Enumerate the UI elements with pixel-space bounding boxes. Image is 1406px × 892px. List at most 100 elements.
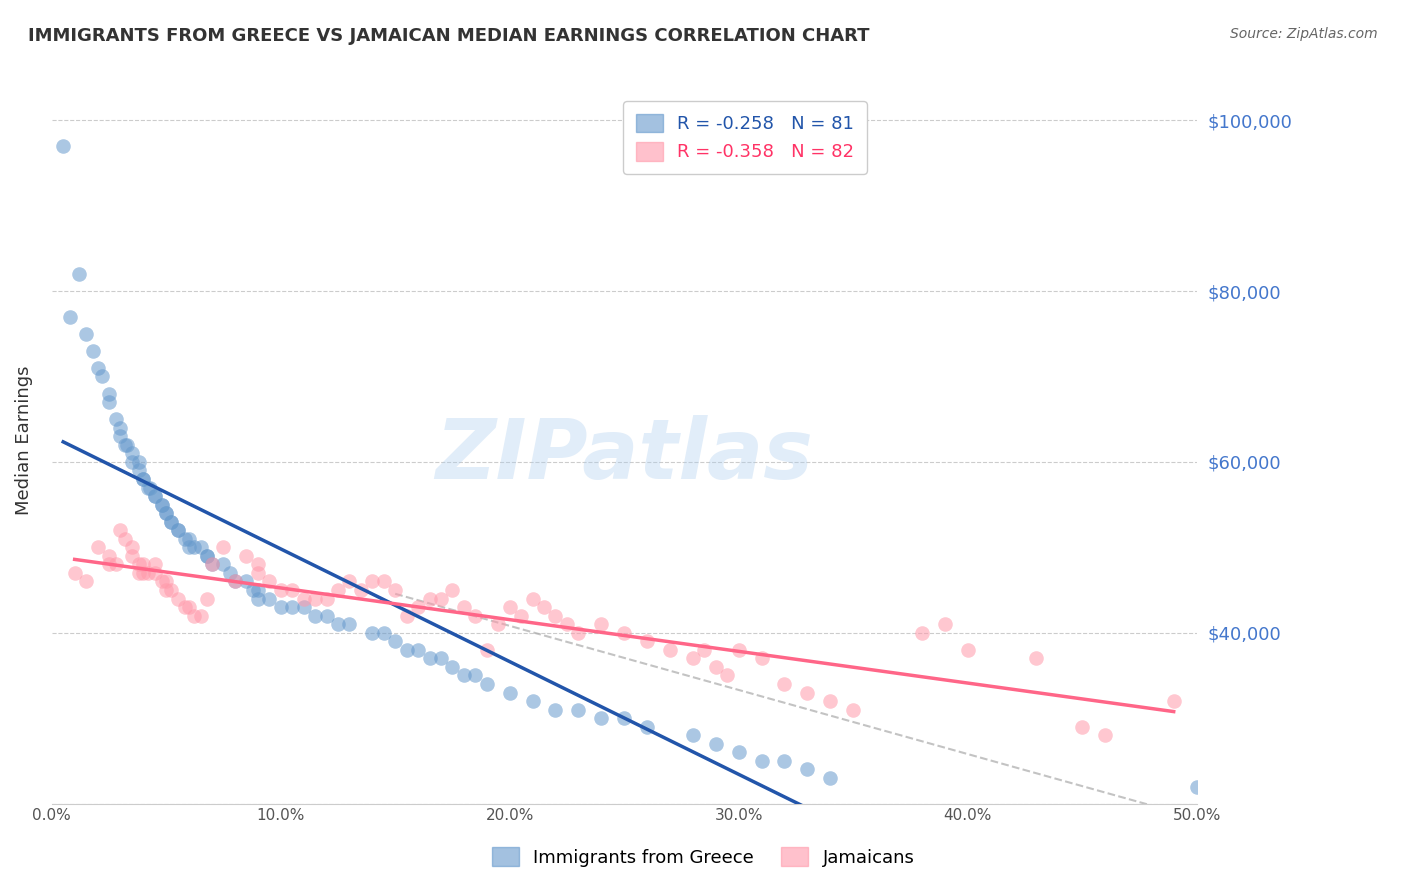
Point (235, 574, 257, 589)
Point (259, 591, 281, 606)
Point (190, 608, 212, 623)
Point (166, 523, 188, 537)
Point (1094, 728, 1116, 742)
Text: ZIPatlas: ZIPatlas (436, 415, 813, 496)
Point (510, 608, 533, 623)
Point (98, 558, 121, 572)
Point (224, 574, 246, 589)
Point (1025, 651, 1047, 665)
Point (315, 608, 337, 623)
Point (139, 481, 162, 495)
Point (98, 386, 121, 401)
Point (350, 582, 373, 597)
Point (304, 608, 326, 623)
Point (82, 343, 104, 358)
Point (98, 549, 121, 563)
Point (201, 558, 224, 572)
Point (453, 668, 475, 682)
Point (384, 582, 406, 597)
Point (86, 360, 108, 375)
Point (1071, 720, 1094, 734)
Point (121, 446, 143, 460)
Point (183, 608, 205, 623)
Point (166, 591, 188, 606)
Point (751, 754, 773, 768)
Point (453, 600, 475, 615)
Point (292, 591, 315, 606)
Point (475, 643, 498, 657)
Point (934, 617, 956, 632)
Point (155, 506, 177, 520)
Point (128, 463, 150, 477)
Point (143, 489, 166, 503)
Point (91, 369, 114, 384)
Point (212, 541, 235, 555)
Point (246, 591, 269, 606)
Point (727, 643, 749, 657)
Point (292, 600, 315, 615)
Point (270, 600, 292, 615)
Point (219, 566, 242, 580)
Point (567, 625, 589, 640)
Point (555, 617, 578, 632)
Point (704, 737, 727, 751)
Point (773, 754, 796, 768)
Point (693, 643, 716, 657)
Point (86, 541, 108, 555)
Point (259, 574, 281, 589)
Point (430, 591, 453, 606)
Point (155, 574, 177, 589)
Point (406, 600, 429, 615)
Point (128, 566, 150, 580)
Point (395, 608, 418, 623)
Point (159, 515, 181, 529)
Point (121, 541, 143, 555)
Point (486, 617, 509, 632)
Point (796, 685, 818, 699)
Legend: R = -0.258   N = 81, R = -0.358   N = 82: R = -0.258 N = 81, R = -0.358 N = 82 (623, 101, 868, 174)
Point (150, 498, 173, 512)
Point (150, 574, 173, 589)
Point (132, 566, 155, 580)
Point (339, 574, 361, 589)
Point (395, 643, 418, 657)
Point (716, 668, 738, 682)
Point (150, 498, 173, 512)
Point (544, 608, 567, 623)
Point (132, 558, 155, 572)
Point (197, 591, 219, 606)
Point (114, 438, 136, 452)
Point (197, 549, 219, 563)
Point (613, 625, 636, 640)
Point (197, 549, 219, 563)
Point (173, 532, 195, 546)
Point (522, 591, 544, 606)
Point (751, 651, 773, 665)
Point (110, 421, 132, 435)
Point (121, 455, 143, 469)
Point (104, 412, 127, 426)
Point (75, 326, 97, 341)
Point (224, 574, 246, 589)
Point (159, 582, 181, 597)
Point (143, 558, 166, 572)
Text: Source: ZipAtlas.com: Source: ZipAtlas.com (1230, 27, 1378, 41)
Point (704, 660, 727, 674)
Point (419, 591, 441, 606)
Point (246, 558, 269, 572)
Point (128, 455, 150, 469)
Point (544, 703, 567, 717)
Point (110, 429, 132, 443)
Point (235, 549, 257, 563)
Point (464, 668, 486, 682)
Point (315, 591, 337, 606)
Point (104, 558, 127, 572)
Point (304, 591, 326, 606)
Point (911, 625, 934, 640)
Point (636, 720, 658, 734)
Point (533, 600, 555, 615)
Point (842, 703, 865, 717)
Point (499, 685, 522, 699)
Point (326, 582, 349, 597)
Point (820, 771, 842, 785)
